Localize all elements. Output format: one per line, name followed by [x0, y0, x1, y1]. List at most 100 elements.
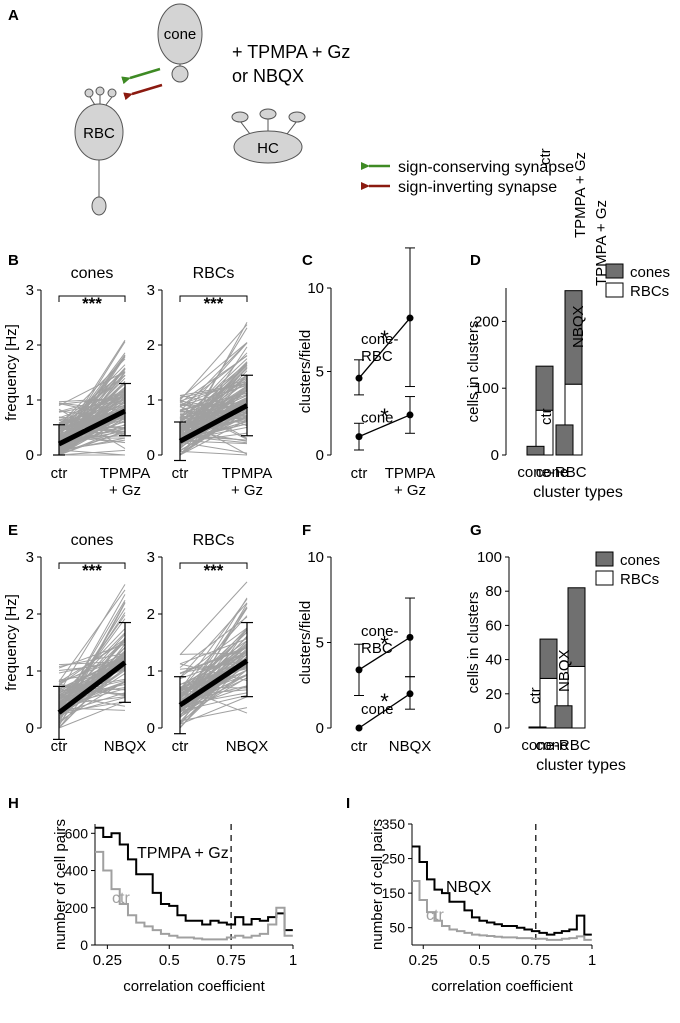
x-label-ctr: ctr [351, 465, 368, 482]
y-tick-label: 3 [147, 282, 155, 299]
cell-line [179, 342, 248, 400]
y-tick-label: 0 [316, 447, 324, 464]
cell-line [58, 697, 126, 716]
cell-line [179, 629, 248, 693]
plot-title: cones [71, 532, 114, 549]
x-label-drug: TPMPA [385, 465, 436, 482]
panel-letter-h: H [8, 795, 19, 812]
y-tick-label: 100 [474, 380, 499, 397]
significance-stars: *** [204, 561, 224, 580]
y-tick-label: 60 [485, 617, 502, 634]
group-label-cone-rbc: cone-RBC [517, 464, 586, 481]
x-label-ctr: ctr [51, 738, 68, 755]
mean-line [57, 408, 127, 447]
hc-label: HC [257, 140, 279, 157]
mean-line [178, 658, 249, 708]
cell-line [58, 407, 126, 437]
y-tick-label: 600 [65, 825, 89, 841]
y-tick-label: 0 [80, 937, 88, 953]
significance-stars: *** [82, 561, 102, 580]
legend-swatch-cones [605, 263, 624, 279]
bar-label: TPMPA + Gz [572, 152, 589, 238]
cell-line [179, 346, 248, 449]
group-label-cone: cone [536, 464, 569, 481]
bar-cones [564, 290, 583, 385]
y-tick-label: 1 [147, 392, 155, 409]
y-tick-label: 250 [382, 851, 406, 867]
x-tick-label: 0.25 [93, 952, 122, 969]
y-axis-label: number of cell pairs [369, 819, 386, 950]
cell-line [179, 646, 248, 697]
x-label-drug-2: + Gz [394, 482, 426, 499]
x-axis-label: cluster types [533, 484, 623, 501]
y-tick-label: 350 [382, 816, 406, 832]
panel-letter-a: A [8, 7, 19, 24]
drug-label-2: or NBQX [232, 66, 304, 86]
mean-line [57, 660, 127, 715]
green-arrow [121, 67, 161, 85]
y-tick-label: 10 [307, 549, 324, 566]
x-label-drug: NBQX [226, 738, 269, 755]
cell-line [179, 675, 248, 707]
x-tick-label: 0.5 [159, 952, 180, 969]
y-tick-label: 3 [147, 549, 155, 566]
x-label-ctr: ctr [351, 738, 368, 755]
y-tick-label: 0 [147, 447, 155, 464]
bar-label: ctr [538, 408, 555, 425]
series-line-cone [358, 693, 411, 729]
y-tick-label: 2 [147, 337, 155, 354]
group-label-cone: cone [536, 737, 569, 754]
x-label-ctr: ctr [51, 465, 68, 482]
cell-line [179, 692, 248, 706]
y-tick-label: 5 [316, 364, 324, 381]
cell-line [58, 396, 126, 405]
y-tick-label: 50 [389, 920, 405, 936]
plot-title: RBCs [193, 532, 235, 549]
x-label-ctr: ctr [172, 465, 189, 482]
series-line-cone-RBC [358, 636, 411, 671]
cell-line [58, 413, 126, 456]
cell-line [58, 371, 126, 406]
x-tick-label: 1 [588, 952, 596, 969]
x-tick-label: 0.5 [469, 952, 490, 969]
y-tick-label: 5 [316, 635, 324, 652]
cell-line [179, 364, 248, 424]
cell-line [58, 633, 126, 708]
cell-line [58, 401, 126, 424]
y-axis-label: cells in clusters [465, 321, 482, 423]
significance-bracket [179, 295, 248, 302]
series-label-NBQX: NBQX [446, 879, 492, 896]
plot-title: cones [71, 265, 114, 282]
cell-line [58, 383, 126, 440]
x-tick-label: 1 [289, 952, 297, 969]
hc-cell: HC [231, 108, 306, 164]
rbc-label: RBC [83, 125, 115, 142]
y-tick-label: 150 [382, 885, 406, 901]
panel-letter-i: I [346, 795, 350, 812]
bar-cones [567, 587, 586, 667]
panel-letter-e: E [8, 522, 18, 539]
significance-stars: *** [204, 294, 224, 313]
x-label-drug-2: + Gz [109, 482, 141, 499]
bar-cones [539, 638, 558, 679]
histogram-series-ctr [95, 850, 293, 941]
series-line-cone-RBC [358, 317, 411, 379]
cell-line [58, 589, 126, 682]
y-tick-label: 0 [494, 720, 502, 737]
x-label-drug: TPMPA [100, 465, 151, 482]
significance-star: * [380, 326, 389, 351]
y-tick-label: 400 [65, 863, 89, 879]
y-tick-label: 20 [485, 686, 502, 703]
cell-line [179, 450, 248, 456]
cell-line [179, 401, 248, 426]
series-label-ctr: ctr [426, 907, 444, 924]
x-label-drug: NBQX [389, 738, 432, 755]
cell-line [179, 358, 248, 423]
y-axis-label: cells in clusters [465, 592, 482, 694]
